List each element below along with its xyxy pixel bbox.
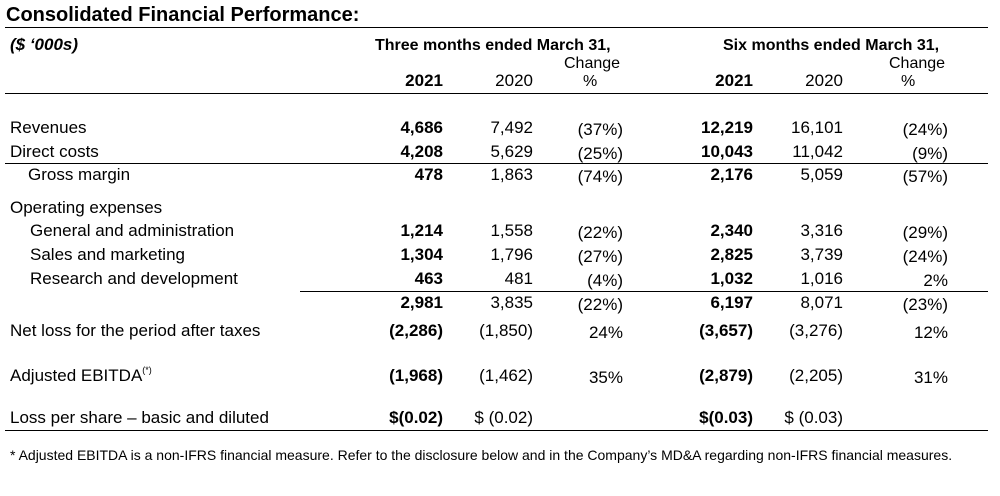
cell-ebitda-qc: 35% [588,368,623,387]
cell-net-loss-q20: (1,850) [479,321,533,340]
header-pct-q: % [583,73,598,90]
row-label-gross-margin: Gross margin [28,165,131,184]
header-rule [5,93,988,94]
cell-revenues-s20: 16,101 [791,118,843,137]
cell-revenues-sc: (24%) [902,120,948,139]
cell-revenues-s21: 12,219 [701,118,753,137]
cell-lps-q21: $(0.02) [389,408,443,427]
cell-gen-admin-q21: 1,214 [400,221,443,240]
cell-gross-margin-s21: 2,176 [710,165,753,184]
cell-lps-s20: $ (0.03) [784,408,843,427]
ebitda-footnote-marker: (*) [142,365,152,375]
cell-sales-mkt-sc: (24%) [902,247,948,266]
cell-rnd-qc: (4%) [587,271,623,290]
cell-direct-costs-sc: (9%) [912,144,948,163]
row-label-lps: Loss per share – basic and diluted [10,408,269,427]
cell-rnd-sc: 2% [923,271,948,290]
cell-gen-admin-q20: 1,558 [490,221,533,240]
cell-revenues-qc: (37%) [577,120,623,139]
cell-revenues-q21: 4,686 [400,118,443,137]
cell-gross-margin-q21: 478 [414,165,443,184]
cell-lps-s21: $(0.03) [699,408,753,427]
cell-ebitda-s20: (2,205) [789,366,843,385]
header-three-months: Three months ended March 31, [375,37,611,54]
cell-gross-margin-q20: 1,863 [490,165,533,184]
gross-margin-rule [5,163,988,164]
cell-gen-admin-s21: 2,340 [710,221,753,240]
cell-direct-costs-q20: 5,629 [490,142,533,161]
cell-revenues-q20: 7,492 [490,118,533,137]
row-label-net-loss: Net loss for the period after taxes [10,321,261,340]
cell-gross-margin-sc: (57%) [902,167,948,186]
header-change-q: Change [564,55,621,72]
header-2020-s: 2020 [805,71,843,90]
table-bottom-rule [5,430,988,431]
row-label-revenues: Revenues [10,118,87,137]
cell-direct-costs-s21: 10,043 [701,142,753,161]
cell-direct-costs-q21: 4,208 [400,142,443,161]
cell-rnd-q20: 481 [504,269,533,288]
header-2020-q: 2020 [495,71,533,90]
row-label-ebitda: Adjusted EBITDA(*) [10,365,152,385]
header-2021-s: 2021 [715,71,753,90]
cell-net-loss-s21: (3,657) [699,321,753,340]
cell-direct-costs-qc: (25%) [577,144,623,163]
cell-gross-margin-s20: 5,059 [800,165,843,184]
cell-sales-mkt-q20: 1,796 [490,245,533,264]
cell-gen-admin-qc: (22%) [577,223,623,242]
cell-sales-mkt-s20: 3,739 [800,245,843,264]
cell-ebitda-q20: (1,462) [479,366,533,385]
header-change-s: Change [889,55,946,72]
cell-net-loss-s20: (3,276) [789,321,843,340]
cell-opex-total-q20: 3,835 [490,293,533,312]
cell-opex-total-s20: 8,071 [800,293,843,312]
cell-net-loss-q21: (2,286) [389,321,443,340]
cell-net-loss-sc: 12% [913,323,948,342]
cell-direct-costs-s20: 11,042 [792,142,843,161]
cell-sales-mkt-qc: (27%) [577,247,623,266]
page-title: Consolidated Financial Performance: [6,4,360,26]
row-label-direct-costs: Direct costs [10,142,99,161]
cell-rnd-q21: 463 [414,269,443,288]
cell-ebitda-sc: 31% [913,368,948,387]
cell-ebitda-s21: (2,879) [699,366,753,385]
row-label-sales-mkt: Sales and marketing [30,245,185,264]
cell-opex-total-sc: (23%) [902,295,948,314]
cell-sales-mkt-q21: 1,304 [400,245,443,264]
cell-opex-total-q21: 2,981 [400,293,443,312]
title-underline [5,27,988,28]
cell-rnd-s20: 1,016 [800,269,843,288]
cell-gross-margin-qc: (74%) [577,167,623,186]
cell-opex-total-qc: (22%) [577,295,623,314]
cell-opex-total-s21: 6,197 [710,293,753,312]
cell-lps-q20: $ (0.02) [474,408,533,427]
cell-rnd-s21: 1,032 [710,269,753,288]
header-pct-s: % [901,73,916,90]
header-2021-q: 2021 [405,71,443,90]
ebitda-label-text: Adjusted EBITDA [10,366,143,385]
section-label-opex: Operating expenses [10,198,163,217]
cell-sales-mkt-s21: 2,825 [710,245,753,264]
cell-net-loss-qc: 24% [588,323,623,342]
row-label-gen-admin: General and administration [30,221,235,240]
footnote: * Adjusted EBITDA is a non-IFRS financia… [10,447,953,463]
unit-label: ($ ‘000s) [10,35,79,54]
cell-ebitda-q21: (1,968) [389,366,443,385]
header-six-months: Six months ended March 31, [723,37,940,54]
row-label-rnd: Research and development [30,269,238,288]
cell-gen-admin-sc: (29%) [902,223,948,242]
cell-gen-admin-s20: 3,316 [800,221,843,240]
opex-total-rule [300,291,988,292]
